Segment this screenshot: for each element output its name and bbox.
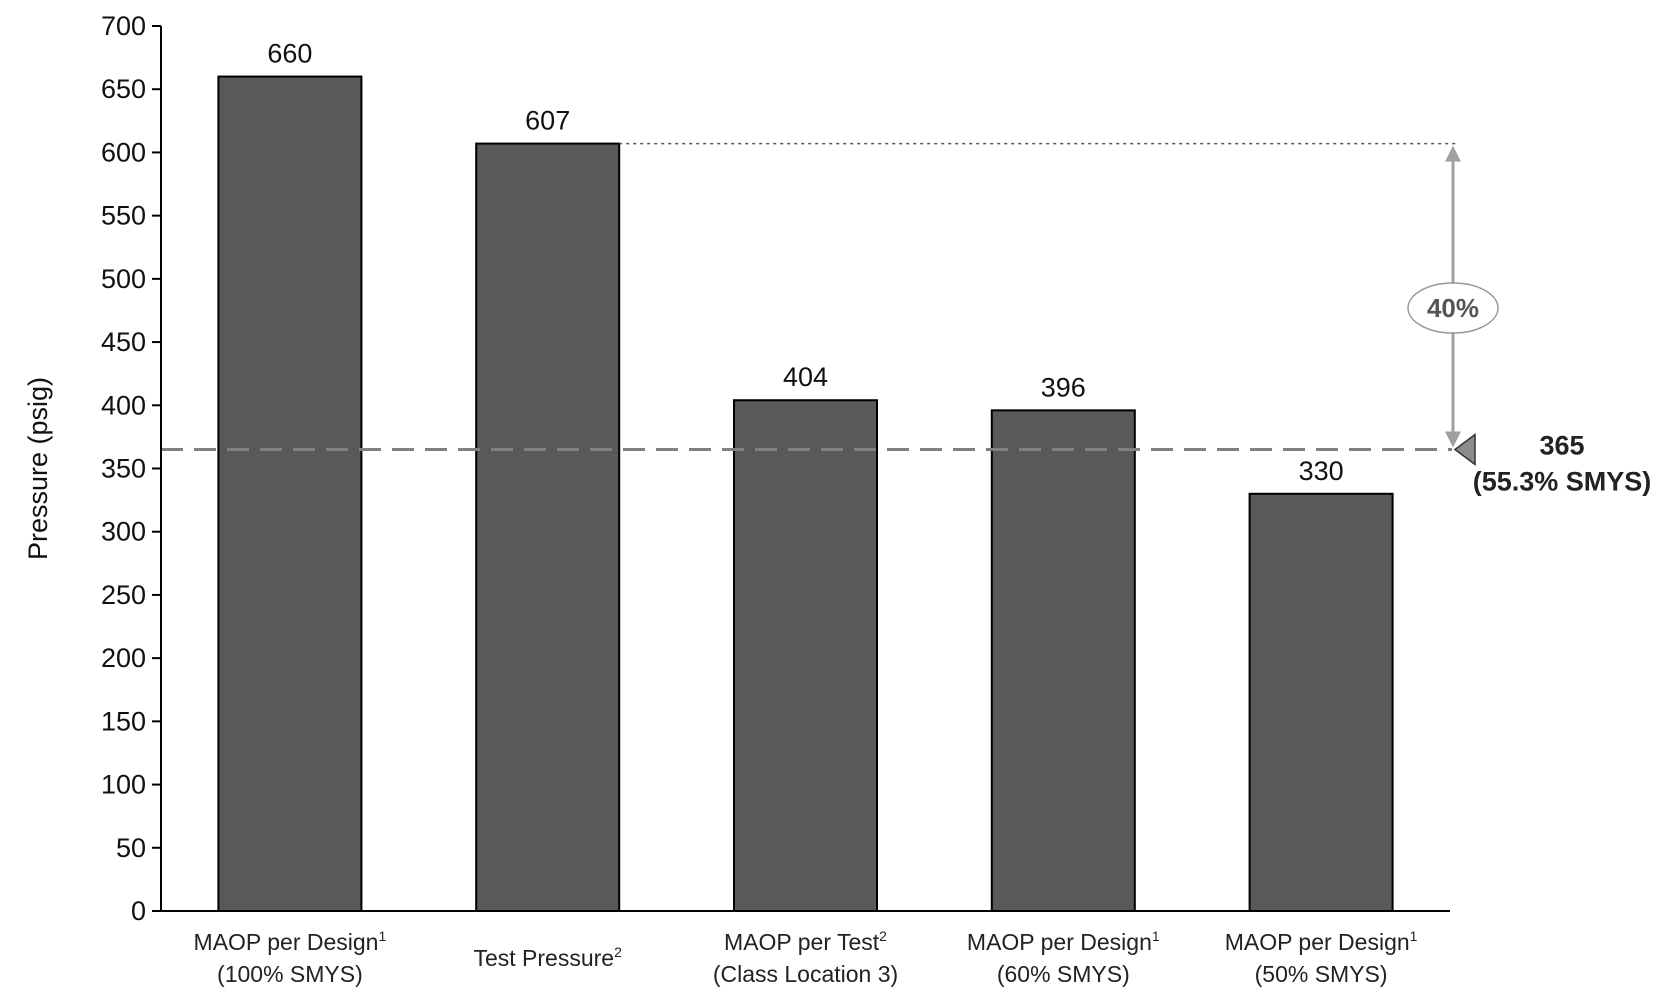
reference-smys-label: (55.3% SMYS) bbox=[1473, 467, 1652, 497]
y-tick-label: 650 bbox=[101, 74, 146, 104]
x-category-label-text: Test Pressure bbox=[473, 945, 614, 971]
x-category-label-text: MAOP per Design bbox=[1225, 929, 1410, 955]
x-category-label: MAOP per Design1 bbox=[194, 928, 387, 955]
x-category-sublabel: (Class Location 3) bbox=[713, 961, 898, 987]
y-tick-label: 700 bbox=[101, 11, 146, 41]
x-category-label-text: MAOP per Design bbox=[967, 929, 1152, 955]
x-category-label: Test Pressure2 bbox=[473, 944, 622, 971]
x-category-footnote: 2 bbox=[879, 928, 887, 944]
bar bbox=[217, 75, 363, 913]
y-tick-label: 350 bbox=[101, 454, 146, 484]
percent-difference-label: 40% bbox=[1427, 293, 1479, 323]
percent-badge bbox=[1407, 282, 1499, 334]
x-category-footnote: 2 bbox=[614, 944, 622, 960]
reference-value-label: 365 bbox=[1539, 431, 1584, 461]
x-category-footnote: 1 bbox=[378, 928, 386, 944]
data-label: 330 bbox=[1299, 456, 1344, 486]
data-label: 396 bbox=[1041, 372, 1086, 402]
y-tick-label: 50 bbox=[116, 833, 146, 863]
x-category-footnote: 1 bbox=[1152, 928, 1160, 944]
x-category-footnote: 1 bbox=[1410, 928, 1418, 944]
y-tick-label: 250 bbox=[101, 580, 146, 610]
y-tick-label: 400 bbox=[101, 390, 146, 420]
x-category-sublabel: (50% SMYS) bbox=[1255, 961, 1388, 987]
bar bbox=[990, 409, 1136, 912]
data-label: 607 bbox=[525, 106, 570, 136]
bars-group bbox=[217, 75, 1394, 913]
y-tick-label: 100 bbox=[101, 770, 146, 800]
y-tick-label: 500 bbox=[101, 264, 146, 294]
reference-line-group: 365 (55.3% SMYS) bbox=[161, 431, 1651, 497]
data-label: 404 bbox=[783, 362, 828, 392]
x-category-label: MAOP per Design1 bbox=[1225, 928, 1418, 955]
y-tick-label: 550 bbox=[101, 201, 146, 231]
y-tick-label: 200 bbox=[101, 643, 146, 673]
bar bbox=[475, 142, 621, 913]
x-category-sublabel: (60% SMYS) bbox=[997, 961, 1130, 987]
x-category-sublabel: (100% SMYS) bbox=[217, 961, 363, 987]
x-category-label: MAOP per Design1 bbox=[967, 928, 1160, 955]
arrow-down-icon bbox=[1445, 431, 1461, 448]
annotation-group: 40% bbox=[619, 142, 1499, 448]
reference-marker-icon bbox=[1453, 433, 1476, 467]
data-label: 660 bbox=[267, 39, 312, 69]
y-ticks-group: 0 50 100 150 200 250 300 350 400 450 500 550 600 650 7… bbox=[101, 11, 161, 926]
data-labels-group: 660 607 404 396 330 bbox=[267, 39, 1343, 486]
y-tick-label: 300 bbox=[101, 517, 146, 547]
x-labels-group: MAOP per Design1(100% SMYS)Test Pressure… bbox=[194, 928, 1418, 987]
y-tick-label: 450 bbox=[101, 327, 146, 357]
x-category-label-text: MAOP per Test bbox=[724, 929, 880, 955]
y-tick-label: 0 bbox=[131, 896, 146, 926]
y-tick-label: 600 bbox=[101, 137, 146, 167]
y-tick-label: 150 bbox=[101, 706, 146, 736]
y-axis-label: Pressure (psig) bbox=[23, 377, 53, 560]
x-category-label-text: MAOP per Design bbox=[194, 929, 379, 955]
arrow-up-icon bbox=[1445, 145, 1461, 162]
x-category-label: MAOP per Test2 bbox=[724, 928, 887, 955]
bar bbox=[1248, 492, 1394, 912]
bar bbox=[733, 399, 878, 912]
